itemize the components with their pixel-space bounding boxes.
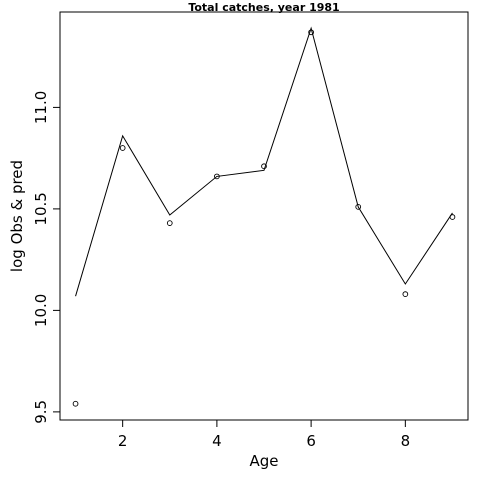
observed-point bbox=[449, 214, 456, 220]
observed-point bbox=[166, 220, 173, 226]
observed-point bbox=[72, 400, 79, 407]
y-tick-label: 9.5 bbox=[32, 400, 50, 424]
y-tick-label: 11.0 bbox=[32, 91, 50, 124]
observed-point bbox=[402, 291, 409, 297]
observed-point bbox=[214, 173, 220, 180]
chart-title: Total catches, year 1981 bbox=[188, 1, 339, 14]
observed-point bbox=[119, 145, 126, 151]
y-tick-label: 10.0 bbox=[32, 294, 50, 327]
series-layer bbox=[72, 26, 456, 407]
observed-point bbox=[261, 163, 267, 170]
x-tick-label: 6 bbox=[306, 432, 316, 450]
y-axis: 9.5 10.0 10.5 11.0 bbox=[32, 91, 61, 424]
plot-frame bbox=[59, 11, 469, 421]
x-axis: 2 4 6 8 bbox=[118, 419, 411, 450]
x-tick-label: 8 bbox=[401, 432, 411, 450]
y-tick-label: 10.5 bbox=[32, 192, 50, 225]
y-axis-label: log Obs & pred bbox=[8, 160, 26, 272]
predicted-line bbox=[75, 26, 453, 297]
x-tick-label: 4 bbox=[212, 432, 222, 450]
x-axis-label: Age bbox=[249, 452, 278, 470]
observed-point bbox=[355, 204, 362, 210]
observed-point bbox=[308, 29, 314, 36]
x-tick-label: 2 bbox=[118, 432, 128, 450]
